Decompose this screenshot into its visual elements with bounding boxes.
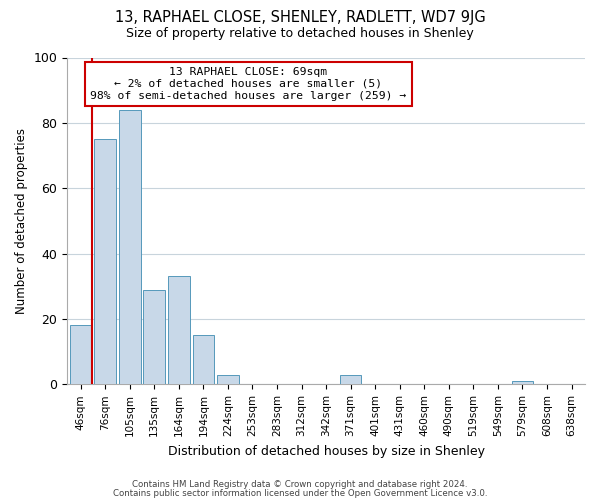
Bar	[217, 374, 239, 384]
Text: 13, RAPHAEL CLOSE, SHENLEY, RADLETT, WD7 9JG: 13, RAPHAEL CLOSE, SHENLEY, RADLETT, WD7…	[115, 10, 485, 25]
Bar	[340, 374, 361, 384]
Text: Contains public sector information licensed under the Open Government Licence v3: Contains public sector information licen…	[113, 488, 487, 498]
Text: Contains HM Land Registry data © Crown copyright and database right 2024.: Contains HM Land Registry data © Crown c…	[132, 480, 468, 489]
Bar	[119, 110, 140, 384]
Y-axis label: Number of detached properties: Number of detached properties	[15, 128, 28, 314]
Bar	[512, 381, 533, 384]
Bar	[168, 276, 190, 384]
Text: Size of property relative to detached houses in Shenley: Size of property relative to detached ho…	[126, 28, 474, 40]
X-axis label: Distribution of detached houses by size in Shenley: Distribution of detached houses by size …	[167, 444, 485, 458]
Bar	[193, 336, 214, 384]
Bar	[70, 326, 91, 384]
Text: 13 RAPHAEL CLOSE: 69sqm
← 2% of detached houses are smaller (5)
98% of semi-deta: 13 RAPHAEL CLOSE: 69sqm ← 2% of detached…	[90, 68, 407, 100]
Bar	[94, 139, 116, 384]
Bar	[143, 290, 165, 384]
